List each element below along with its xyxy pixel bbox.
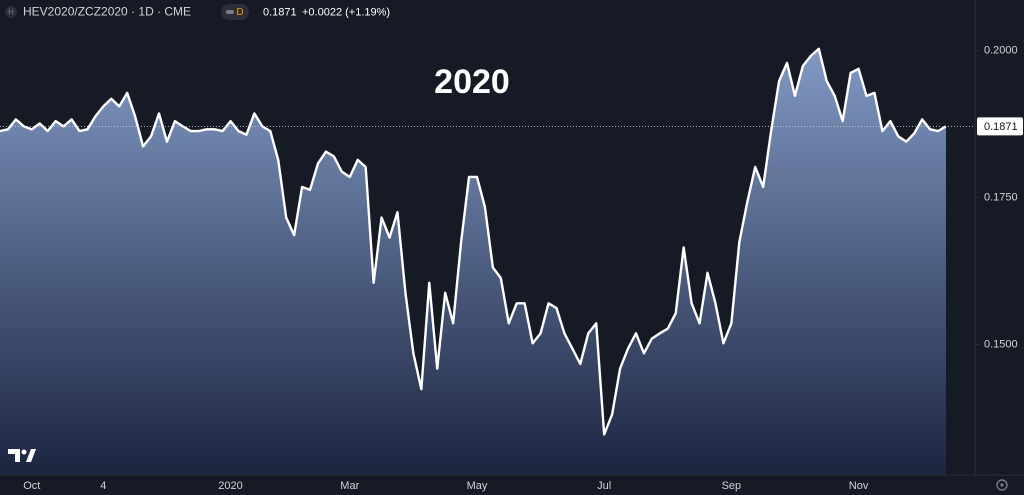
symbol-title[interactable]: HEV2020/ZCZ2020 · 1D · CME (23, 5, 191, 19)
y-tick-label: 0.1750 (984, 191, 1018, 203)
interval-badge[interactable] (221, 4, 249, 20)
interval-badge-text: D (236, 7, 243, 18)
y-tick-label: 0.1500 (984, 338, 1018, 350)
last-price-badge (977, 117, 1023, 136)
x-tick-label: Mar (340, 480, 359, 492)
badge-icon (226, 10, 234, 14)
x-tick-label: Sep (722, 480, 742, 492)
x-tick-label: May (467, 480, 488, 492)
tv-logo (8, 449, 36, 462)
logo-part (8, 449, 20, 462)
x-tick-label: Jul (597, 480, 611, 492)
last-price-label: 0.1871 (984, 121, 1018, 133)
header-price: 0.1871 (263, 6, 297, 18)
symbol-icon (5, 6, 17, 18)
x-tick-label: 2020 (218, 480, 242, 492)
y-tick-label: 0.2000 (984, 44, 1018, 56)
header-change: +0.0022 (+1.19%) (302, 6, 390, 18)
settings-icon[interactable] (996, 479, 1008, 491)
logo-part (21, 449, 27, 455)
plot-area (0, 47, 947, 475)
price-line (0, 47, 947, 436)
area-fill (0, 48, 946, 475)
symbol-icon-letter: H (8, 8, 14, 17)
settings-icon-center (1000, 483, 1004, 487)
annotation: 2020 (434, 63, 510, 101)
x-tick-label: 4 (100, 480, 106, 492)
x-tick-label: Nov (849, 480, 869, 492)
x-tick-label: Oct (23, 480, 40, 492)
logo-part (26, 449, 36, 462)
